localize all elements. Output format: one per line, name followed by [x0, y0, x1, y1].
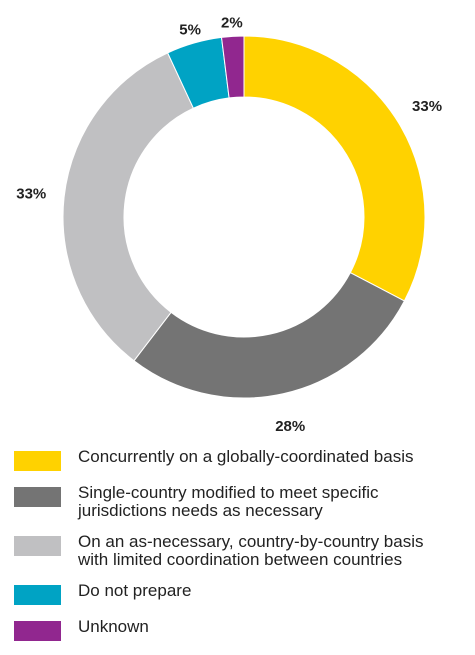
- legend-label-1: Single-country modified to meet specific…: [78, 483, 379, 520]
- donut-slice-0: [243, 35, 426, 302]
- donut-slice-4: [220, 35, 245, 99]
- legend-label-0: Concurrently on a globally-coordinated b…: [78, 447, 414, 466]
- legend-label-4: Unknown: [78, 617, 149, 636]
- slice-label-2: 33%: [16, 186, 46, 203]
- legend-swatch-3: [14, 585, 61, 605]
- legend-swatch-2: [14, 536, 61, 556]
- slice-label-1: 28%: [275, 418, 305, 435]
- legend-item-4: Unknown: [14, 618, 469, 641]
- legend-label-3: Do not prepare: [78, 581, 192, 600]
- legend-item-0: Concurrently on a globally-coordinated b…: [14, 448, 469, 471]
- donut-chart-svg: 33% 28% 33% 5% 2%: [16, 14, 442, 435]
- donut-slice-1: [133, 271, 406, 399]
- legend-swatch-1: [14, 487, 61, 507]
- slice-label-0: 33%: [412, 98, 442, 115]
- legend-item-1: Single-country modified to meet specific…: [14, 484, 469, 520]
- legend-label-2: On an as-necessary, country-by-country b…: [78, 532, 424, 569]
- legend-item-3: Do not prepare: [14, 582, 469, 605]
- legend-swatch-0: [14, 451, 61, 471]
- donut-slice-2: [62, 52, 195, 362]
- legend-item-2: On an as-necessary, country-by-country b…: [14, 533, 469, 569]
- slice-label-3: 5%: [179, 22, 201, 39]
- chart-legend: Concurrently on a globally-coordinated b…: [14, 448, 469, 654]
- slice-label-4: 2%: [221, 14, 243, 31]
- legend-swatch-4: [14, 621, 61, 641]
- donut-chart: 33% 28% 33% 5% 2%: [16, 14, 442, 435]
